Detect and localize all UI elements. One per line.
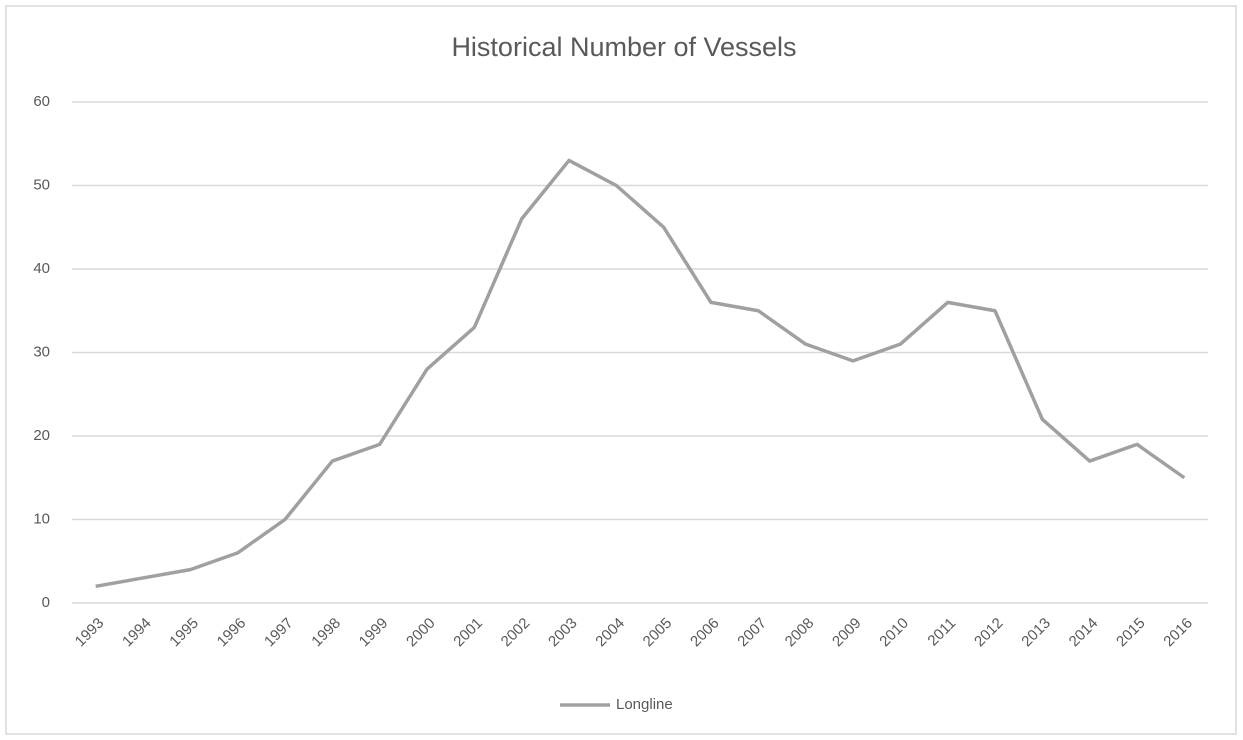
y-tick-label: 50 [33,176,50,193]
legend-label: Longline [616,696,673,713]
y-tick-label: 30 [33,343,50,360]
y-tick-label: 60 [33,93,50,110]
y-tick-label: 20 [33,427,50,444]
y-tick-label: 10 [33,510,50,527]
data-line [95,158,1186,589]
y-tick-label: 0 [42,594,50,611]
chart-frame [5,5,1237,735]
chart-title: Historical Number of Vessels [451,32,796,62]
y-tick-label: 40 [33,260,50,277]
